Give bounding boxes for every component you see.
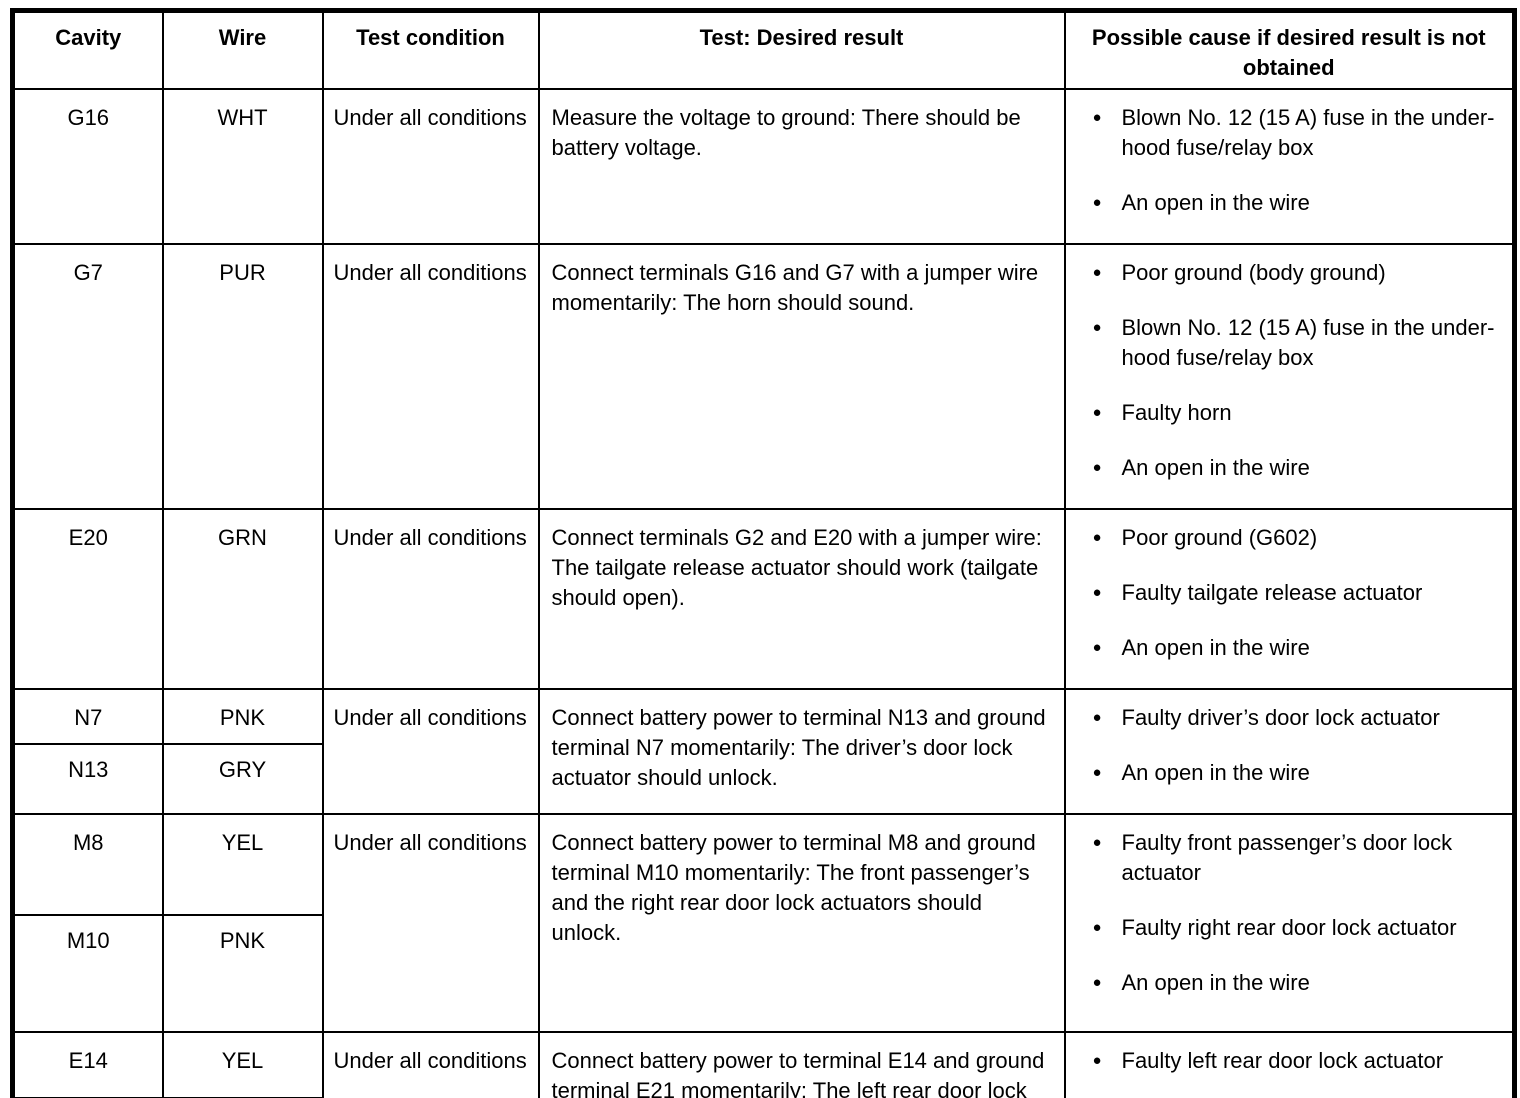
column-header-test-condition: Test condition bbox=[321, 9, 540, 90]
cause-text: Poor ground (body ground) bbox=[1121, 259, 1386, 285]
bullet-icon: ● bbox=[1092, 458, 1102, 476]
condition-cell: Under all conditions bbox=[321, 812, 540, 1033]
cause-text: An open in the wire bbox=[1121, 634, 1310, 660]
bullet-icon: ● bbox=[1092, 763, 1102, 781]
bullet-icon: ● bbox=[1092, 708, 1102, 726]
bullet-icon: ● bbox=[1092, 638, 1102, 656]
table-row-g7: G7 PUR Under all conditions Connect term… bbox=[11, 242, 1516, 510]
condition-cell: Under all conditions bbox=[321, 507, 540, 690]
cause-text: An open in the wire bbox=[1121, 454, 1310, 480]
bullet-icon: ● bbox=[1092, 528, 1102, 546]
table-row-m8: M8 YEL Under all conditions Connect batt… bbox=[11, 812, 1516, 1033]
table-row-g16: G16 WHT Under all conditions Measure the… bbox=[11, 87, 1516, 245]
condition-cell: Under all conditions bbox=[321, 87, 540, 245]
cavity-cell: E14 bbox=[11, 1030, 164, 1098]
cause-text: Faulty driver’s door lock actuator bbox=[1121, 704, 1440, 730]
test-result-cell: Connect terminals G16 and G7 with a jump… bbox=[537, 242, 1066, 510]
cause-item: ● An open in the wire bbox=[1067, 453, 1505, 483]
wire-cell: YEL bbox=[161, 1030, 324, 1098]
cause-item: ● Blown No. 12 (15 A) fuse in the under-… bbox=[1067, 313, 1505, 373]
cause-item: ● Faulty tailgate release actuator bbox=[1067, 578, 1505, 608]
cavity-cell: G7 bbox=[11, 242, 164, 510]
cavity-cell: N13 bbox=[11, 743, 164, 815]
wire-cell: PUR bbox=[161, 242, 324, 510]
cause-item: ● An open in the wire bbox=[1067, 968, 1505, 998]
cause-text: Poor ground (G602) bbox=[1121, 524, 1318, 550]
cause-text: Blown No. 12 (15 A) fuse in the under-ho… bbox=[1121, 314, 1495, 370]
wire-cell: PNK bbox=[161, 687, 324, 746]
header-row: Cavity Wire Test condition Test: Desired… bbox=[11, 9, 1516, 90]
cause-item: ● Faulty left rear door lock actuator bbox=[1067, 1046, 1505, 1076]
wire-cell: GRN bbox=[161, 507, 324, 690]
test-result-cell: Connect battery power to terminal E14 an… bbox=[537, 1030, 1066, 1098]
wire-cell: YEL bbox=[161, 812, 324, 916]
column-header-possible-cause: Possible cause if desired result is not … bbox=[1063, 9, 1516, 90]
condition-cell: Under all conditions bbox=[321, 1030, 540, 1098]
bullet-icon: ● bbox=[1092, 318, 1102, 336]
column-header-test-result: Test: Desired result bbox=[537, 9, 1066, 90]
cause-item: ● An open in the wire bbox=[1067, 188, 1505, 218]
causes-cell: ● Faulty front passenger’s door lock act… bbox=[1063, 812, 1516, 1033]
causes-cell: ● Poor ground (G602) ● Faulty tailgate r… bbox=[1063, 507, 1516, 690]
cause-text: An open in the wire bbox=[1121, 759, 1310, 785]
cause-text: Blown No. 12 (15 A) fuse in the under-ho… bbox=[1121, 104, 1495, 160]
cause-item: ● An open in the wire bbox=[1067, 758, 1505, 788]
cavity-cell: G16 bbox=[11, 87, 164, 245]
diagnostic-table: Cavity Wire Test condition Test: Desired… bbox=[10, 8, 1517, 1098]
condition-cell: Under all conditions bbox=[321, 687, 540, 815]
cavity-cell: N7 bbox=[11, 687, 164, 746]
table-row-e14: E14 YEL Under all conditions Connect bat… bbox=[11, 1030, 1516, 1098]
causes-cell: ● Blown No. 12 (15 A) fuse in the under-… bbox=[1063, 87, 1516, 245]
cavity-cell: M10 bbox=[11, 913, 164, 1033]
cause-item: ● Poor ground (body ground) bbox=[1067, 258, 1505, 288]
bullet-icon: ● bbox=[1092, 403, 1102, 421]
cavity-cell: M8 bbox=[11, 812, 164, 916]
bullet-icon: ● bbox=[1092, 833, 1102, 851]
bullet-icon: ● bbox=[1092, 263, 1102, 281]
causes-cell: ● Faulty left rear door lock actuator ● … bbox=[1063, 1030, 1516, 1098]
bullet-icon: ● bbox=[1092, 918, 1102, 936]
cause-item: ● Faulty horn bbox=[1067, 398, 1505, 428]
wire-cell: WHT bbox=[161, 87, 324, 245]
bullet-icon: ● bbox=[1092, 973, 1102, 991]
test-result-cell: Connect terminals G2 and E20 with a jump… bbox=[537, 507, 1066, 690]
cause-item: ● An open in the wire bbox=[1067, 633, 1505, 663]
cause-item: ● Blown No. 12 (15 A) fuse in the under-… bbox=[1067, 103, 1505, 163]
cavity-cell: E20 bbox=[11, 507, 164, 690]
cause-item: ● Faulty driver’s door lock actuator bbox=[1067, 703, 1505, 733]
bullet-icon: ● bbox=[1092, 108, 1102, 126]
test-result-cell: Connect battery power to terminal M8 and… bbox=[537, 812, 1066, 1033]
table-row-e20: E20 GRN Under all conditions Connect ter… bbox=[11, 507, 1516, 690]
cause-text: Faulty tailgate release actuator bbox=[1121, 579, 1423, 605]
cause-text: Faulty front passenger’s door lock actua… bbox=[1121, 829, 1453, 885]
causes-cell: ● Poor ground (body ground) ● Blown No. … bbox=[1063, 242, 1516, 510]
cause-item: ● Faulty front passenger’s door lock act… bbox=[1067, 828, 1505, 888]
cause-text: An open in the wire bbox=[1121, 969, 1310, 995]
test-result-cell: Connect battery power to terminal N13 an… bbox=[537, 687, 1066, 815]
column-header-wire: Wire bbox=[161, 9, 324, 90]
bullet-icon: ● bbox=[1092, 1051, 1102, 1069]
condition-cell: Under all conditions bbox=[321, 242, 540, 510]
causes-cell: ● Faulty driver’s door lock actuator ● A… bbox=[1063, 687, 1516, 815]
bullet-icon: ● bbox=[1092, 583, 1102, 601]
cause-text: Faulty right rear door lock actuator bbox=[1121, 914, 1457, 940]
table-row-n13: N13 GRY bbox=[11, 743, 1515, 815]
cause-text: An open in the wire bbox=[1121, 189, 1310, 215]
wire-cell: PNK bbox=[161, 913, 324, 1033]
bullet-icon: ● bbox=[1092, 193, 1102, 211]
cause-item: ● Faulty right rear door lock actuator bbox=[1067, 913, 1505, 943]
cause-item: ● Poor ground (G602) bbox=[1067, 523, 1505, 553]
column-header-cavity: Cavity bbox=[11, 9, 164, 90]
table-row-m10: M10 PNK bbox=[11, 913, 1515, 1033]
test-result-cell: Measure the voltage to ground: There sho… bbox=[537, 87, 1066, 245]
wire-cell: GRY bbox=[161, 743, 324, 815]
cause-text: Faulty left rear door lock actuator bbox=[1121, 1047, 1444, 1073]
table-row-n7: N7 PNK Under all conditions Connect batt… bbox=[11, 687, 1516, 815]
cause-text: Faulty horn bbox=[1121, 399, 1232, 425]
